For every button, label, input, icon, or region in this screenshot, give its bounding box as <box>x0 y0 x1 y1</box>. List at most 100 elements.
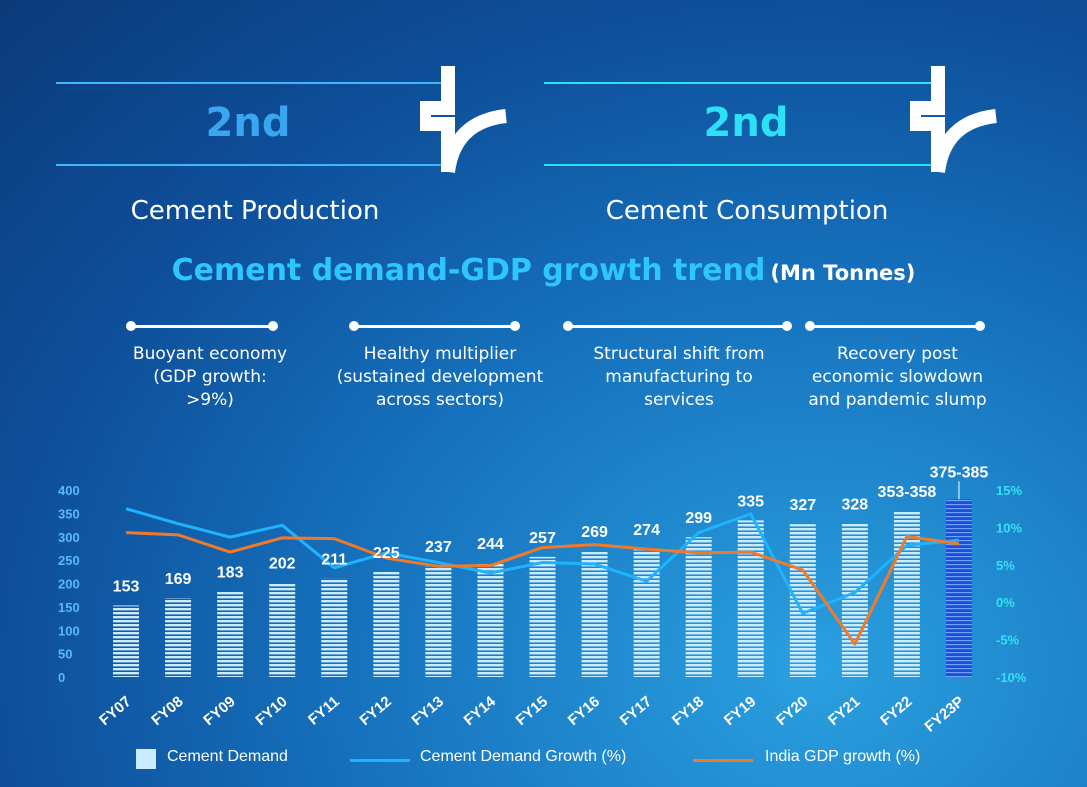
production-top-line <box>56 82 446 84</box>
y-left-tick: 350 <box>58 506 80 521</box>
y-left-tick: 200 <box>58 577 80 592</box>
phase-2-line <box>354 325 514 328</box>
bar-FY07 <box>113 605 140 677</box>
x-tick-FY20: FY20 <box>773 693 811 729</box>
x-tick-FY19: FY19 <box>721 693 759 729</box>
bar-FY14 <box>477 562 504 677</box>
production-bottom-line <box>56 164 446 166</box>
x-tick-FY21: FY21 <box>825 693 863 729</box>
y-left-tick: 0 <box>58 670 65 685</box>
bar-label-FY22: 353-358 <box>878 484 937 501</box>
bar-FY10 <box>269 582 296 677</box>
bar-label-FY13: 237 <box>425 539 452 556</box>
y-left-tick: 250 <box>58 553 80 568</box>
bar-label-FY19: 335 <box>737 493 764 510</box>
phase-2-text: Healthy multiplier (sustained developmen… <box>336 344 544 410</box>
phase-3-end-dot <box>782 321 792 331</box>
x-tick-FY23P: FY23P <box>921 693 967 736</box>
bar-label-FY14: 244 <box>477 536 504 553</box>
x-tick-FY11: FY11 <box>305 693 343 729</box>
production-label: Cement Production <box>130 196 380 226</box>
chart-title: Cement demand-GDP growth trend (Mn Tonne… <box>0 253 1087 288</box>
gdp-growth-line <box>125 531 960 646</box>
x-tick-FY09: FY09 <box>200 693 238 729</box>
consumption-emblem-icon <box>910 66 998 174</box>
bar-label-FY16: 269 <box>581 524 608 541</box>
x-tick-FY10: FY10 <box>252 693 290 729</box>
y-right-tick: 0% <box>996 595 1015 610</box>
bar-FY19 <box>737 520 764 677</box>
y-right-tick: -10% <box>996 670 1027 685</box>
y-left-tick: 300 <box>58 530 80 545</box>
phase-1-end-dot <box>268 321 278 331</box>
x-tick-FY16: FY16 <box>565 693 603 729</box>
consumption-rank: 2nd <box>703 100 789 146</box>
bar-FY23P <box>945 499 972 677</box>
phase-1-text: Buoyant economy (GDP growth: >9%) <box>132 344 288 410</box>
bar-label-FY08: 169 <box>165 571 192 588</box>
legend-gdp-swatch <box>693 759 753 762</box>
bar-label-FY12: 225 <box>373 545 400 562</box>
x-tick-FY18: FY18 <box>669 693 707 729</box>
consumption-top-line <box>544 82 936 84</box>
demand-growth-line <box>125 507 960 615</box>
chart-title-unit: (Mn Tonnes) <box>770 261 916 285</box>
bar-label-FY17: 274 <box>633 522 660 539</box>
x-tick-FY13: FY13 <box>409 693 447 729</box>
production-emblem-icon <box>420 66 508 174</box>
x-tick-FY22: FY22 <box>877 693 915 729</box>
y-right-tick: 15% <box>996 483 1022 498</box>
bar-FY21 <box>841 523 868 677</box>
phase-4-start-dot <box>805 321 815 331</box>
x-tick-FY12: FY12 <box>356 693 394 729</box>
phase-1-line <box>131 325 273 328</box>
legend-demand-swatch <box>136 749 156 769</box>
bar-label-FY11: 211 <box>321 551 347 568</box>
bar-label-FY21: 328 <box>842 497 869 514</box>
legend-gdp-label: India GDP growth (%) <box>765 748 921 765</box>
y-right-tick: -5% <box>996 633 1020 648</box>
bar-FY12 <box>373 571 400 677</box>
phase-3-start-dot <box>563 321 573 331</box>
y-right-tick: 5% <box>996 558 1015 573</box>
bar-FY20 <box>789 524 816 677</box>
consumption-bottom-line <box>544 164 936 166</box>
production-rank: 2nd <box>205 100 291 146</box>
legend-demand-label: Cement Demand <box>167 748 288 765</box>
phase-2-end-dot <box>510 321 520 331</box>
phase-4-text: Recovery post economic slowdown and pand… <box>808 344 987 410</box>
phase-3-text: Structural shift from manufacturing to s… <box>593 344 765 410</box>
chart-title-main: Cement demand-GDP growth trend <box>171 253 766 288</box>
y-left-tick: 150 <box>58 600 80 615</box>
bar-label-FY07: 153 <box>113 578 140 595</box>
bar-label-FY18: 299 <box>685 510 712 527</box>
phase-3-line <box>568 325 786 328</box>
legend-growth-swatch <box>350 759 410 762</box>
phase-4-line <box>810 325 980 328</box>
bar-FY09 <box>217 591 244 677</box>
bar-FY08 <box>165 597 192 677</box>
consumption-label: Cement Consumption <box>605 196 889 226</box>
bar-FY15 <box>529 556 556 677</box>
phase-1-start-dot <box>126 321 136 331</box>
x-tick-FY07: FY07 <box>96 693 134 729</box>
bar-FY16 <box>581 551 608 677</box>
y-left-tick: 50 <box>58 647 72 662</box>
x-tick-FY15: FY15 <box>513 693 551 729</box>
bar-label-FY23P: 375-385 <box>930 464 989 481</box>
y-right-tick: 10% <box>996 520 1022 535</box>
phase-2-start-dot <box>349 321 359 331</box>
bar-label-FY10: 202 <box>269 556 296 573</box>
bar-FY13 <box>425 566 452 677</box>
bar-FY18 <box>685 537 712 677</box>
y-left-tick: 100 <box>58 623 80 638</box>
legend-growth-label: Cement Demand Growth (%) <box>420 748 627 765</box>
y-left-tick: 400 <box>58 483 80 498</box>
phase-4-end-dot <box>975 321 985 331</box>
bar-label-FY20: 327 <box>789 497 816 514</box>
x-tick-FY08: FY08 <box>148 693 186 729</box>
x-tick-FY14: FY14 <box>461 693 500 729</box>
x-tick-FY17: FY17 <box>617 693 655 729</box>
bar-label-FY09: 183 <box>217 564 244 581</box>
